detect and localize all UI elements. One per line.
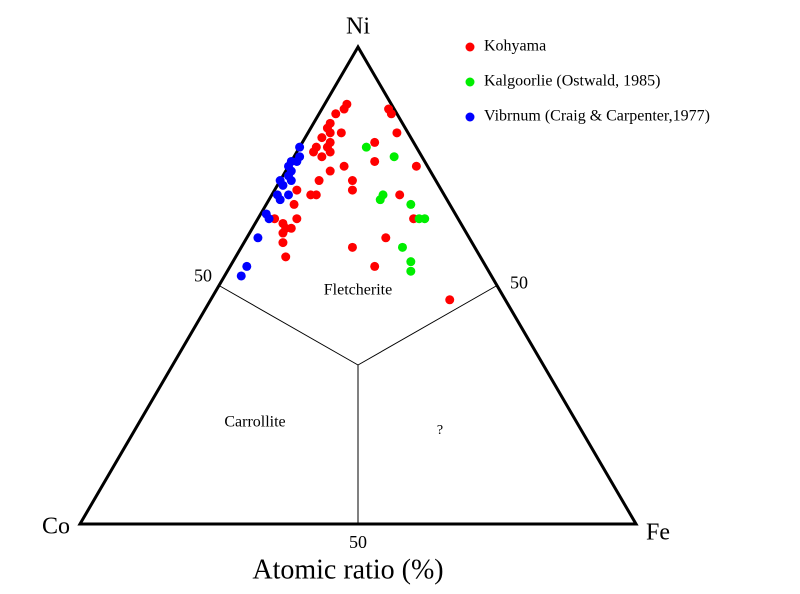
data-point <box>397 242 407 252</box>
data-point <box>381 233 391 243</box>
region-label: Carrollite <box>224 414 285 431</box>
data-point <box>386 109 396 119</box>
data-point <box>278 228 288 238</box>
data-point <box>253 233 263 243</box>
legend-label: Kalgoorlie (Ostwald, 1985) <box>484 73 660 90</box>
legend-marker <box>465 77 475 87</box>
data-point <box>309 147 319 157</box>
data-point <box>284 190 293 200</box>
data-point <box>331 109 341 119</box>
data-point <box>370 137 380 147</box>
data-point <box>286 176 296 186</box>
legend-marker <box>465 112 475 122</box>
legend-label: Vibrnum (Craig & Carpenter,1977) <box>484 108 710 125</box>
data-point <box>389 152 399 162</box>
data-point <box>236 271 246 281</box>
data-point <box>370 156 380 166</box>
data-point <box>347 185 357 195</box>
edge-tick-label: 50 <box>510 273 528 293</box>
data-point <box>392 128 402 138</box>
data-point <box>445 295 455 305</box>
data-point <box>289 199 299 209</box>
data-point <box>406 199 416 209</box>
data-point <box>295 142 305 152</box>
data-point <box>361 142 371 152</box>
vertex-label: Ni <box>346 14 370 40</box>
data-point <box>339 161 349 171</box>
data-point <box>395 190 405 200</box>
data-point <box>420 214 430 224</box>
data-point <box>406 266 416 276</box>
data-point <box>242 261 252 271</box>
region-label: ? <box>437 423 443 438</box>
data-point <box>347 242 357 252</box>
data-point <box>406 257 416 267</box>
data-point <box>325 147 335 157</box>
data-point <box>375 195 385 205</box>
data-point <box>292 214 302 224</box>
region-label: Fletcherite <box>324 282 392 299</box>
data-point <box>275 176 285 186</box>
data-point <box>317 152 327 162</box>
data-point <box>317 133 327 143</box>
data-point <box>306 190 316 200</box>
data-point <box>286 156 296 166</box>
data-point <box>336 128 346 138</box>
edge-tick-label: 50 <box>194 266 212 286</box>
legend-marker <box>465 42 475 52</box>
data-point <box>275 195 285 205</box>
axis-label: Atomic ratio (%) <box>252 554 443 585</box>
vertex-label: Fe <box>646 520 670 546</box>
data-point <box>314 176 324 186</box>
data-point <box>411 161 421 171</box>
data-point <box>325 128 335 138</box>
data-point <box>281 252 291 262</box>
region-boundary <box>218 285 359 366</box>
data-point <box>325 166 335 176</box>
data-point <box>292 185 302 195</box>
data-point <box>264 214 274 224</box>
data-point <box>347 176 357 186</box>
data-point <box>278 238 288 248</box>
data-point <box>286 223 296 233</box>
data-point <box>370 261 380 271</box>
legend-label: Kohyama <box>484 38 546 55</box>
vertex-label: Co <box>42 514 70 540</box>
data-point <box>339 104 349 114</box>
edge-tick-label: 50 <box>349 532 367 552</box>
region-boundary <box>357 285 498 366</box>
